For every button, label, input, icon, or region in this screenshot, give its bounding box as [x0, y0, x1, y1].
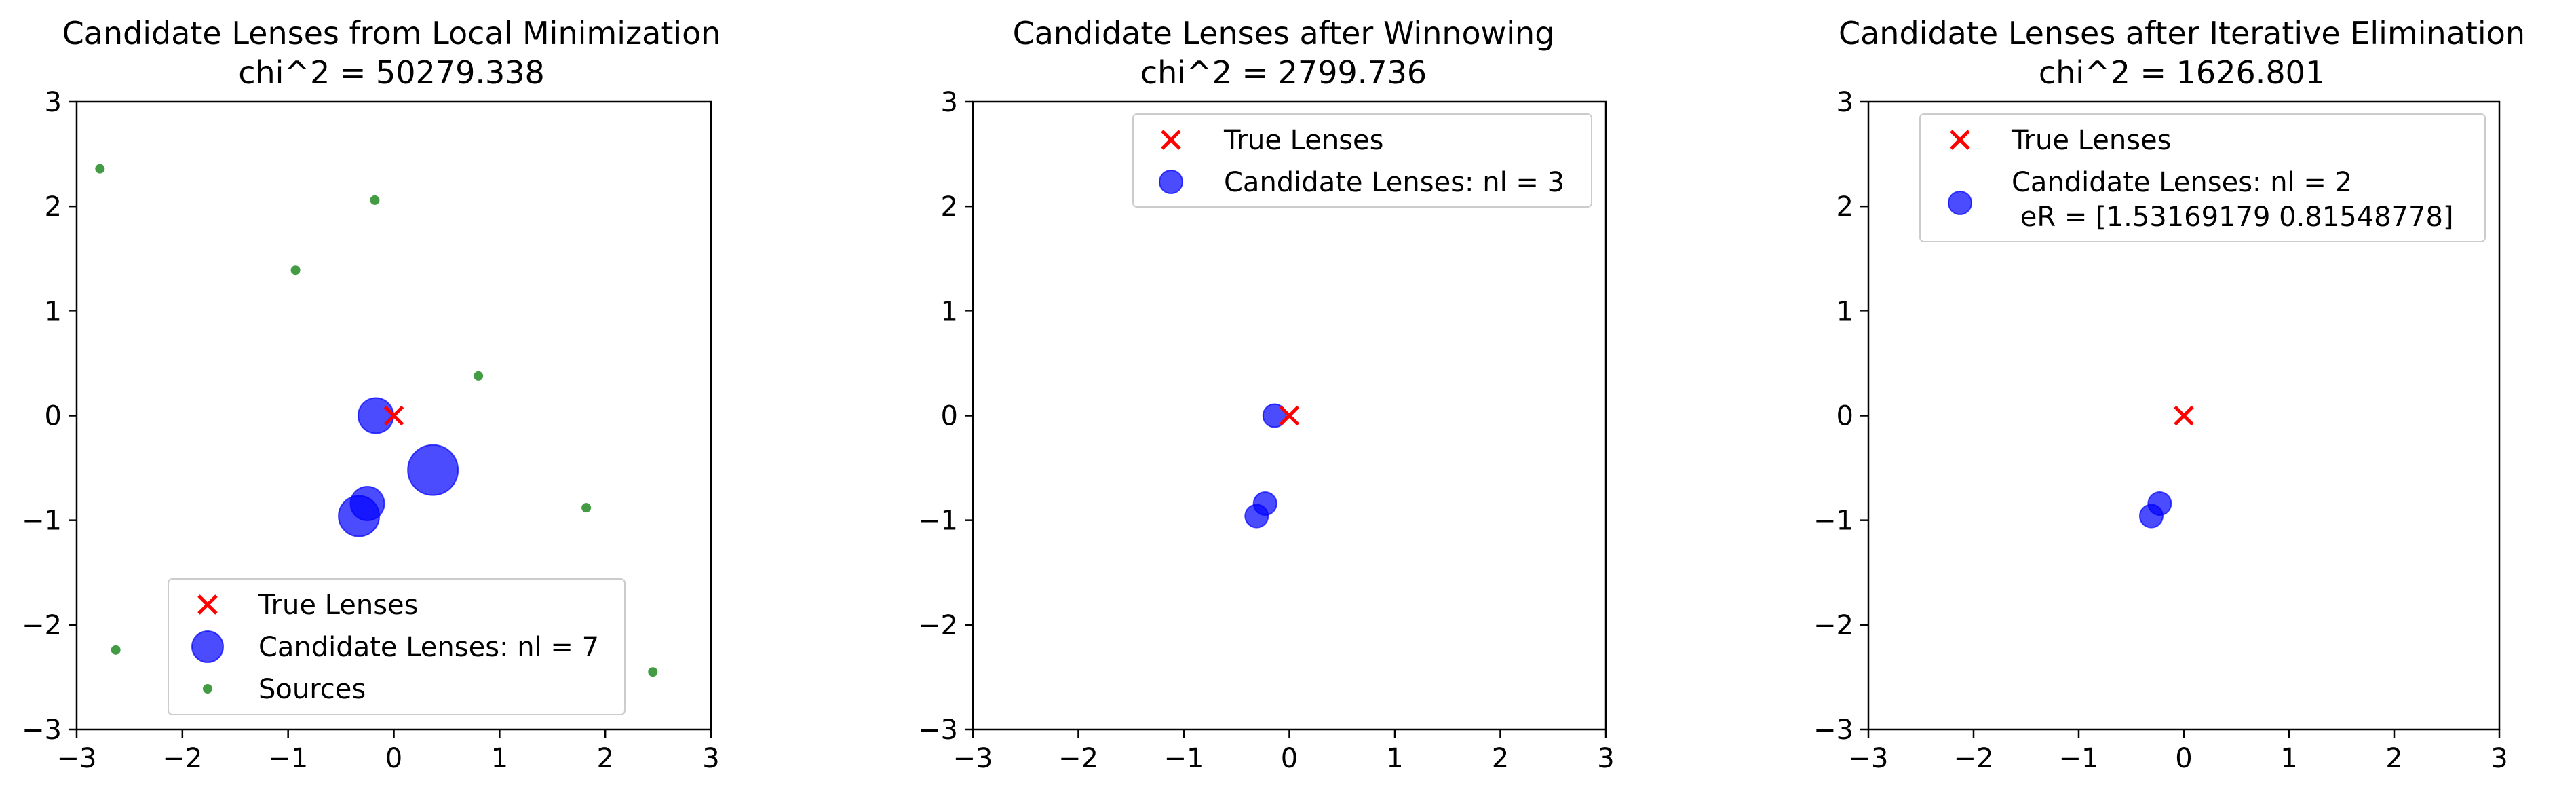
panel-2-legend-box: [1132, 113, 1592, 208]
source-point: [581, 503, 592, 513]
true-lens-marker: [383, 405, 404, 426]
panel-1-xtick-label: 1: [491, 743, 508, 774]
panel-3-xtick-label: 1: [2280, 743, 2297, 774]
panel-1-ytick-label: −3: [22, 715, 62, 746]
panel-2-legend: True Lenses Candidate Lenses: nl = 3: [1132, 113, 1592, 208]
panel-2-ytick-label: −3: [918, 715, 958, 746]
panel-1-xtick-label: −2: [162, 743, 202, 774]
panel-3-ytick-label: 1: [1837, 296, 1853, 327]
panel-2-ytick-label: 2: [941, 191, 958, 223]
panel-1-legend-true-lenses: True Lenses: [258, 590, 419, 621]
source-point: [474, 371, 484, 381]
panel-2-ytick-label: 1: [941, 296, 958, 327]
panel-2-xtick-label: 2: [1492, 743, 1509, 774]
panel-3-ytick-label: 3: [1837, 87, 1853, 118]
candidate-lens-point: [358, 397, 395, 434]
candidate-lens-point: [2138, 504, 2164, 529]
panel-3-legend: True Lenses Candidate Lenses: nl = 2 eR …: [1919, 113, 2486, 242]
panel-1-legend-source-marker: [203, 684, 212, 694]
panel-1-legend-box: [168, 578, 626, 715]
panel-2-xtick-label: −1: [1164, 743, 1204, 774]
true-lens-marker: [1279, 405, 1300, 426]
source-point: [290, 265, 301, 276]
panel-1-legend-candidate-lenses: Candidate Lenses: nl = 7: [258, 632, 599, 663]
source-point: [370, 195, 380, 205]
panel-3-legend-einstein-radii: eR = [1.53169179 0.81548778]: [2012, 202, 2454, 233]
panel-1-ytick-label: 0: [45, 401, 62, 432]
panel-1-ytick-label: 1: [45, 296, 62, 327]
panel-1-legend-true-lens-marker: [197, 594, 218, 615]
panel-2-plot-area: [1244, 403, 1300, 529]
panel-2-legend-true-lens-marker: [1161, 130, 1181, 150]
panel-2-legend-true-lenses: True Lenses: [1223, 125, 1384, 156]
panel-3-xtick-label: −1: [2059, 743, 2099, 774]
panel-2-legend-candidate-marker: [1159, 170, 1183, 194]
panel-3-legend-candidate-lenses: Candidate Lenses: nl = 2: [2012, 167, 2352, 198]
panel-1-ytick-label: −1: [22, 506, 62, 537]
panel-1-xtick-label: 2: [596, 743, 613, 774]
panel-2-ytick-label: 0: [941, 401, 958, 432]
source-point: [648, 667, 658, 677]
panel-winnowing: Candidate Lenses after Winnowing chi^2 =…: [918, 15, 1615, 774]
panel-2-subtitle: chi^2 = 2799.736: [1140, 54, 1427, 91]
panel-3-ytick-label: −2: [1813, 610, 1853, 641]
panel-2-legend-candidate-lenses: Candidate Lenses: nl = 3: [1224, 167, 1564, 198]
panel-3-subtitle: chi^2 = 1626.801: [2039, 54, 2325, 91]
true-lens-marker: [2174, 405, 2194, 426]
source-point: [111, 645, 121, 655]
panel-1-legend: True Lenses Candidate Lenses: nl = 7 Sou…: [168, 578, 626, 715]
panel-3-legend-box: [1919, 113, 2486, 242]
panel-2-xtick-label: −3: [953, 743, 993, 774]
panel-3-ytick-label: −1: [1813, 506, 1853, 537]
panel-2-xtick-label: 0: [1281, 743, 1298, 774]
panel-2-ytick-label: −1: [918, 506, 958, 537]
panel-2-title: Candidate Lenses after Winnowing: [1013, 15, 1555, 52]
panel-iterative-elimination: Candidate Lenses after Iterative Elimina…: [1813, 15, 2525, 774]
panel-3-ytick-label: −3: [1813, 715, 1853, 746]
candidate-lens-point: [338, 495, 381, 537]
panel-2-ytick-label: 3: [941, 87, 958, 118]
panel-3-ytick-label: 2: [1837, 191, 1853, 223]
panel-1-ytick-label: −2: [22, 610, 62, 641]
panel-2-xtick-label: 3: [1597, 743, 1614, 774]
candidate-lens-point: [407, 444, 459, 496]
panel-3-xtick-label: −3: [1849, 743, 1889, 774]
candidate-lens-point: [1244, 504, 1269, 529]
panel-3-ytick-label: 0: [1837, 401, 1853, 432]
panel-1-plot-area: [95, 164, 658, 677]
panel-3-title: Candidate Lenses after Iterative Elimina…: [1839, 15, 2525, 52]
panel-3-xtick-label: 2: [2385, 743, 2402, 774]
panel-local-minimization: Candidate Lenses from Local Minimization…: [22, 15, 720, 774]
source-point: [95, 164, 105, 174]
panel-3-xtick-label: 3: [2491, 743, 2507, 774]
panel-1-title: Candidate Lenses from Local Minimization: [62, 15, 721, 52]
panel-1-xtick-label: 0: [385, 743, 402, 774]
panel-1-xtick-label: −3: [57, 743, 97, 774]
panel-2-xtick-label: −2: [1058, 743, 1098, 774]
panel-1-subtitle: chi^2 = 50279.338: [238, 54, 545, 91]
panel-1-ytick-label: 2: [45, 191, 62, 223]
panel-3-xtick-label: 0: [2175, 743, 2192, 774]
panel-1-xtick-label: 3: [702, 743, 719, 774]
panel-3-xtick-label: −2: [1954, 743, 1994, 774]
candidate-lens-point: [1262, 403, 1287, 428]
panel-2-ytick-label: −2: [918, 610, 958, 641]
panel-1-ytick-label: 3: [45, 87, 62, 118]
panel-3-plot-area: [2138, 405, 2194, 529]
panel-3-legend-true-lenses: True Lenses: [2011, 125, 2172, 156]
panel-1-legend-candidate-marker: [191, 630, 224, 663]
panel-1-xtick-label: −1: [268, 743, 308, 774]
panel-3-legend-candidate-marker: [1948, 191, 1972, 215]
panel-3-legend-true-lens-marker: [1950, 130, 1970, 150]
panel-1-legend-sources: Sources: [258, 674, 366, 705]
panel-2-xtick-label: 1: [1386, 743, 1403, 774]
